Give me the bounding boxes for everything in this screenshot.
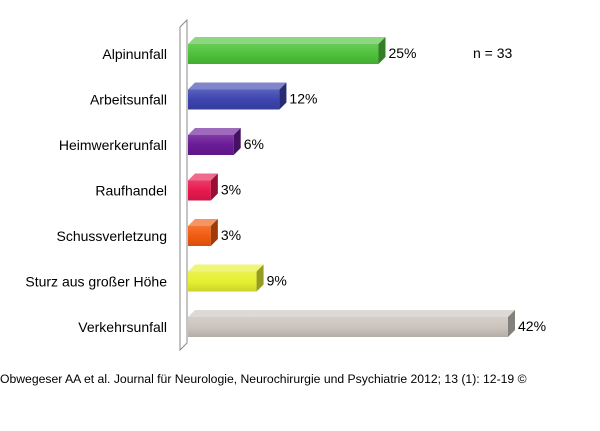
bar-side	[210, 219, 218, 246]
bar	[188, 173, 218, 201]
bar-side	[378, 37, 386, 64]
value-label: 25%	[388, 45, 416, 61]
category-label: Sturz aus großer Höhe	[25, 274, 167, 290]
category-label: Verkehrsunfall	[78, 319, 167, 335]
value-label: 42%	[518, 318, 546, 334]
bar-front	[188, 89, 280, 110]
bar-top	[188, 173, 218, 181]
bar	[188, 310, 515, 337]
category-label: Raufhandel	[95, 183, 167, 199]
bar-front	[188, 317, 508, 337]
category-label: Arbeitsunfall	[90, 92, 167, 108]
bar-side	[508, 310, 515, 337]
bars-group	[188, 37, 515, 337]
bar-front	[188, 44, 379, 64]
value-label: 6%	[244, 136, 264, 152]
value-label: 3%	[221, 182, 241, 198]
axis-wall-panel	[179, 18, 188, 352]
chart-axis-wall	[179, 18, 188, 352]
bar	[188, 82, 287, 110]
sample-size-annotation: n = 33	[473, 45, 513, 61]
labels-group: Alpinunfall 25% Arbeitsunfall 12% Heimwerker…	[25, 45, 546, 335]
bar-top	[188, 82, 287, 90]
value-label: 9%	[267, 273, 287, 289]
bar	[188, 128, 241, 155]
bar-top	[188, 37, 386, 44]
bar-top	[188, 310, 515, 317]
bar	[188, 264, 264, 292]
category-label: Heimwerkerunfall	[59, 137, 167, 153]
citation-text: Obwegeser AA et al. Journal für Neurolog…	[0, 372, 527, 386]
category-label: Schussverletzung	[56, 228, 167, 244]
bar-side	[210, 173, 218, 201]
value-label: 3%	[221, 227, 241, 243]
bar-top	[188, 128, 241, 135]
bar-top	[188, 219, 218, 226]
bar-front	[188, 135, 234, 155]
bar-front	[188, 271, 257, 292]
value-label: 12%	[289, 91, 317, 107]
bar-front	[188, 226, 211, 246]
category-label: Alpinunfall	[102, 46, 167, 62]
bar-front	[188, 180, 211, 201]
bar-side	[279, 82, 287, 110]
bar	[188, 37, 386, 64]
bar-side	[256, 264, 264, 292]
bar	[188, 219, 218, 246]
bar-top	[188, 264, 264, 272]
bar-side	[233, 128, 241, 155]
